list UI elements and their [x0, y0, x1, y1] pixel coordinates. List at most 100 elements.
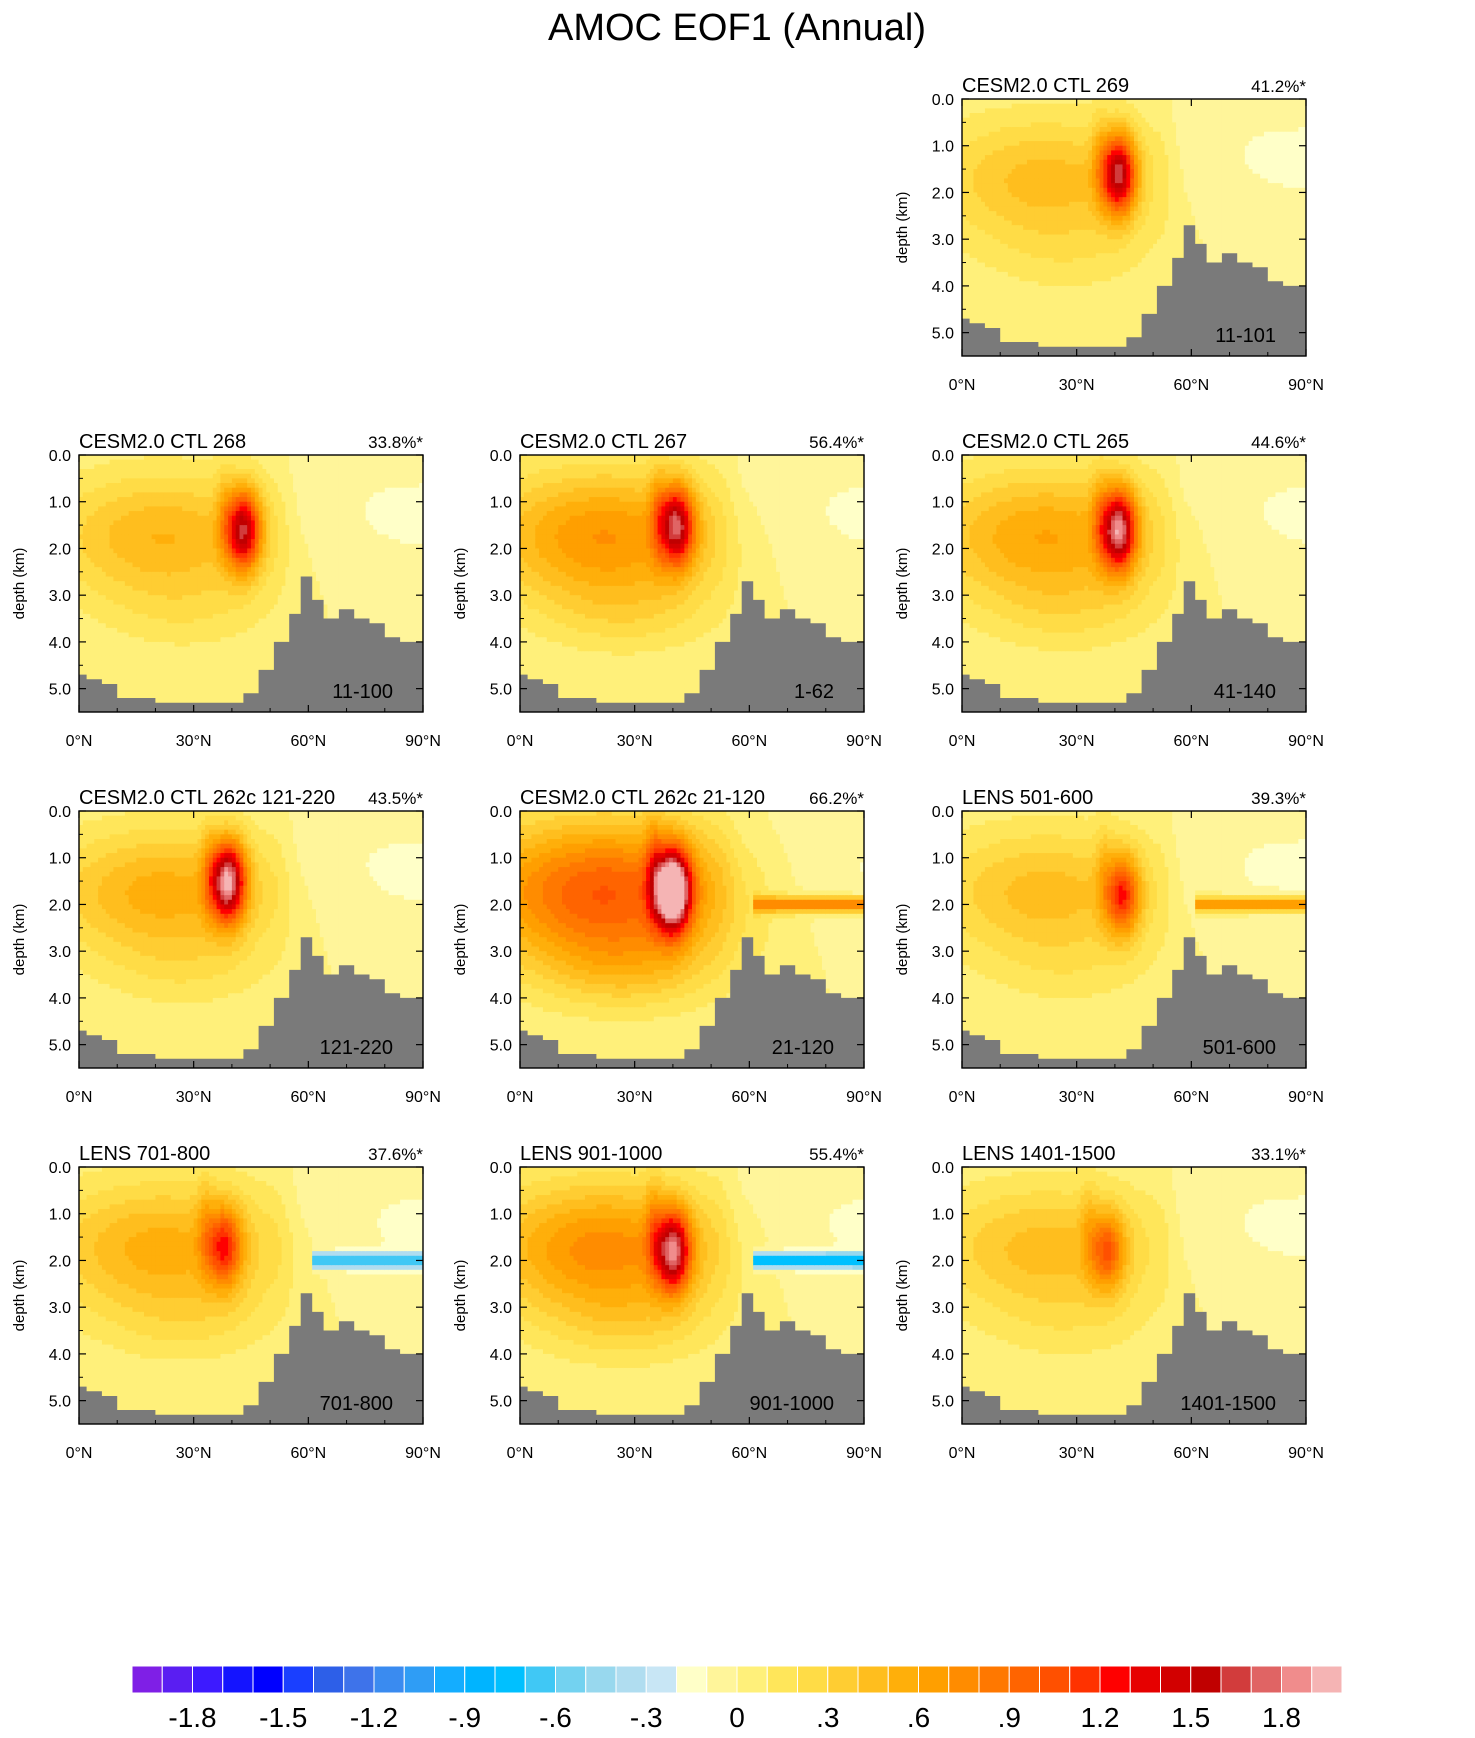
colorbar-swatch: [524, 1665, 556, 1694]
y-tick-label: 3.0: [490, 588, 512, 605]
x-tick-label: 0°N: [949, 377, 976, 394]
variance-label: 33.1%*: [1251, 1145, 1306, 1164]
colorbar-swatch: [161, 1665, 193, 1694]
x-tick-label: 60°N: [1173, 1089, 1209, 1106]
colorbar-swatch: [615, 1665, 647, 1694]
panel-p265: 0.0 1.0 2.0 3.0 4.0 5.0 0°N 30°N 60°N 90°N depth (…: [894, 431, 1324, 750]
y-tick-label: 4.0: [49, 635, 71, 652]
colorbar-swatch: [1008, 1665, 1040, 1694]
years-label: 21-120: [772, 1037, 834, 1059]
y-tick-label: 1.0: [932, 1207, 954, 1224]
colorbar-tick-label: 1.8: [1262, 1702, 1301, 1733]
x-tick-label: 30°N: [1059, 733, 1095, 750]
y-axis-label: depth (km): [452, 1260, 469, 1332]
colorbar-tick-label: .6: [907, 1702, 930, 1733]
y-tick-label: 5.0: [49, 1394, 71, 1411]
y-tick-label: 4.0: [932, 1347, 954, 1364]
colorbar-swatch: [1220, 1665, 1252, 1694]
colorbar-swatch: [343, 1665, 375, 1694]
x-tick-label: 90°N: [1288, 1089, 1324, 1106]
colorbar-swatch: [373, 1665, 405, 1694]
y-axis-label: depth (km): [894, 904, 911, 976]
y-tick-label: 3.0: [49, 588, 71, 605]
panel-lens901: 0.0 1.0 2.0 3.0 4.0 5.0 0°N 30°N 60°N 90°N depth (…: [452, 1143, 882, 1462]
y-tick-label: 3.0: [932, 232, 954, 249]
bathymetry: [79, 576, 423, 712]
years-label: 41-140: [1214, 681, 1276, 703]
bathymetry: [520, 1293, 864, 1424]
colorbar-tick-label: 1.2: [1081, 1702, 1120, 1733]
y-tick-label: 1.0: [490, 495, 512, 512]
y-tick-label: 0.0: [49, 1160, 71, 1177]
panel-title: LENS 901-1000: [520, 1143, 662, 1165]
colorbar-tick-label: -1.8: [168, 1702, 216, 1733]
colorbar-tick-label: 1.5: [1171, 1702, 1210, 1733]
y-tick-label: 3.0: [490, 944, 512, 961]
x-tick-label: 90°N: [405, 1089, 441, 1106]
colorbar-swatch: [494, 1665, 526, 1694]
y-tick-label: 2.0: [490, 541, 512, 558]
y-tick-label: 4.0: [932, 991, 954, 1008]
y-tick-label: 5.0: [932, 682, 954, 699]
x-tick-label: 30°N: [617, 1445, 653, 1462]
y-tick-label: 0.0: [932, 448, 954, 465]
colorbar-tick-label: 0: [729, 1702, 745, 1733]
y-tick-label: 2.0: [490, 897, 512, 914]
colorbar-swatch: [1281, 1665, 1313, 1694]
x-tick-label: 60°N: [290, 1445, 326, 1462]
x-tick-label: 0°N: [949, 1089, 976, 1106]
panel-lens701: 0.0 1.0 2.0 3.0 4.0 5.0 0°N 30°N 60°N 90°N depth (…: [11, 1143, 441, 1462]
y-tick-label: 4.0: [932, 279, 954, 296]
variance-label: 66.2%*: [809, 789, 864, 808]
colorbar-tick-label: .3: [816, 1702, 839, 1733]
years-label: 1-62: [794, 681, 834, 703]
x-tick-label: 30°N: [617, 733, 653, 750]
x-tick-label: 90°N: [846, 1089, 882, 1106]
figure-title: AMOC EOF1 (Annual): [548, 7, 926, 49]
y-tick-label: 5.0: [490, 1038, 512, 1055]
plot-frame: [961, 98, 1307, 357]
plot-frame: [78, 454, 424, 713]
y-tick-label: 1.0: [490, 851, 512, 868]
x-tick-label: 0°N: [949, 733, 976, 750]
y-tick-label: 0.0: [490, 1160, 512, 1177]
y-tick-label: 5.0: [49, 682, 71, 699]
y-tick-label: 3.0: [932, 588, 954, 605]
colorbar-swatch: [978, 1665, 1010, 1694]
y-tick-label: 4.0: [49, 991, 71, 1008]
x-tick-label: 30°N: [1059, 1089, 1095, 1106]
y-tick-label: 2.0: [49, 541, 71, 558]
y-tick-label: 0.0: [49, 804, 71, 821]
panel-p269: 0.0 1.0 2.0 3.0 4.0 5.0 0°N 30°N 60°N 90°N depth (…: [894, 75, 1324, 394]
panel-grid: 0.0 1.0 2.0 3.0 4.0 5.0 0°N 30°N 60°N 90°N depth (…: [11, 75, 1324, 1462]
panel-p262a: 0.0 1.0 2.0 3.0 4.0 5.0 0°N 30°N 60°N 90°N depth (…: [11, 787, 441, 1106]
colorbar-swatch: [887, 1665, 919, 1694]
x-tick-label: 0°N: [507, 733, 534, 750]
variance-label: 43.5%*: [368, 789, 423, 808]
colorbar-swatch: [1190, 1665, 1222, 1694]
colorbar-swatch: [1099, 1665, 1131, 1694]
colorbar-tick-label: -.6: [539, 1702, 572, 1733]
colorbar-swatch: [1160, 1665, 1192, 1694]
y-axis-label: depth (km): [11, 1260, 28, 1332]
y-tick-label: 3.0: [932, 1300, 954, 1317]
x-tick-label: 90°N: [1288, 733, 1324, 750]
panel-p262b: 0.0 1.0 2.0 3.0 4.0 5.0 0°N 30°N 60°N 90°N depth (…: [452, 787, 882, 1106]
x-tick-label: 90°N: [846, 1445, 882, 1462]
x-tick-label: 90°N: [846, 733, 882, 750]
colorbar-swatch: [857, 1665, 889, 1694]
colorbar-swatch: [1039, 1665, 1071, 1694]
y-axis-label: depth (km): [11, 904, 28, 976]
y-tick-label: 4.0: [49, 1347, 71, 1364]
colorbar-swatch: [192, 1665, 224, 1694]
y-tick-label: 3.0: [932, 944, 954, 961]
bathymetry: [962, 1293, 1306, 1424]
x-tick-label: 90°N: [405, 733, 441, 750]
panel-title: LENS 1401-1500: [962, 1143, 1115, 1165]
colorbar-swatch: [585, 1665, 617, 1694]
y-axis-label: depth (km): [894, 1260, 911, 1332]
y-tick-label: 1.0: [932, 139, 954, 156]
colorbar-tick-label: -1.2: [350, 1702, 398, 1733]
plot-frame: [519, 810, 865, 1069]
